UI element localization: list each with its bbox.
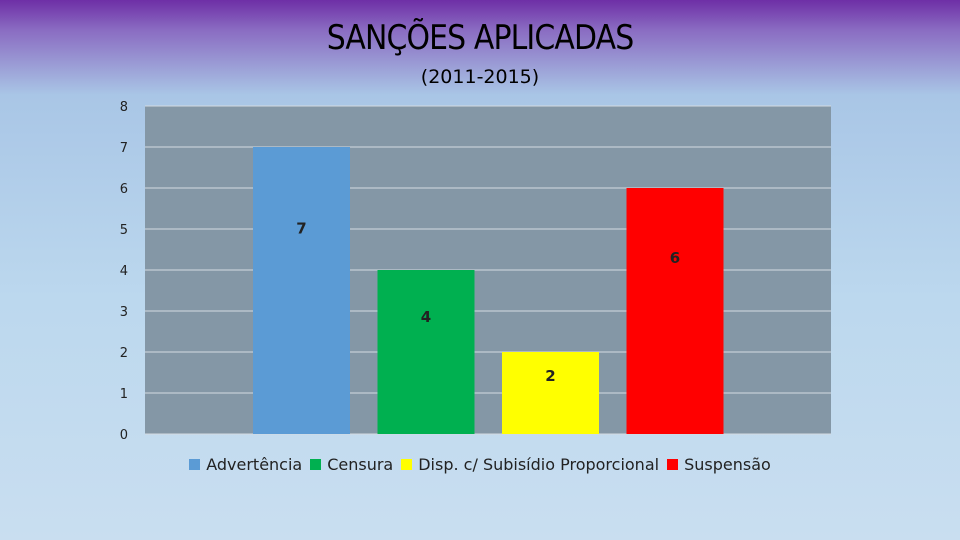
y-tick-label: 6 (120, 182, 128, 197)
legend-swatch (667, 459, 679, 470)
y-tick-label: 0 (120, 428, 128, 443)
data-labels: 7 4 2 6 (296, 219, 680, 385)
data-label: 2 (545, 367, 555, 385)
bars (253, 147, 724, 434)
legend-label: Suspensão (684, 455, 771, 474)
data-label: 7 (296, 219, 306, 237)
y-tick-label: 4 (120, 264, 128, 279)
legend-item: Advertência (189, 455, 302, 474)
data-label: 6 (670, 249, 680, 267)
y-tick-label: 1 (120, 387, 128, 402)
y-tick-label: 5 (120, 223, 128, 238)
legend-item: Suspensão (667, 455, 771, 474)
data-label: 4 (421, 308, 431, 326)
legend-label: Disp. c/ Subisídio Proporcional (418, 455, 660, 474)
legend-swatch (401, 459, 413, 470)
legend-swatch (310, 459, 322, 470)
y-axis-ticks: 0 1 2 3 4 5 6 7 8 (120, 100, 128, 443)
legend-label: Censura (327, 455, 394, 474)
chart-title: SANÇÕES APLICADAS (326, 18, 635, 58)
legend-item: Disp. c/ Subisídio Proporcional (401, 455, 659, 474)
legend-label: Advertência (206, 455, 303, 474)
y-tick-label: 8 (120, 100, 128, 115)
bar (502, 352, 599, 434)
y-tick-label: 2 (120, 346, 128, 361)
legend: Advertência Censura Disp. c/ Subisídio Pro… (0, 455, 960, 474)
y-tick-label: 3 (120, 305, 128, 320)
legend-item: Censura (310, 455, 393, 474)
legend-swatch (189, 459, 201, 470)
chart-subtitle: (2011-2015) (420, 66, 540, 88)
y-tick-label: 7 (120, 141, 128, 156)
bar (253, 147, 350, 434)
bar (377, 270, 475, 434)
bar (626, 188, 724, 434)
